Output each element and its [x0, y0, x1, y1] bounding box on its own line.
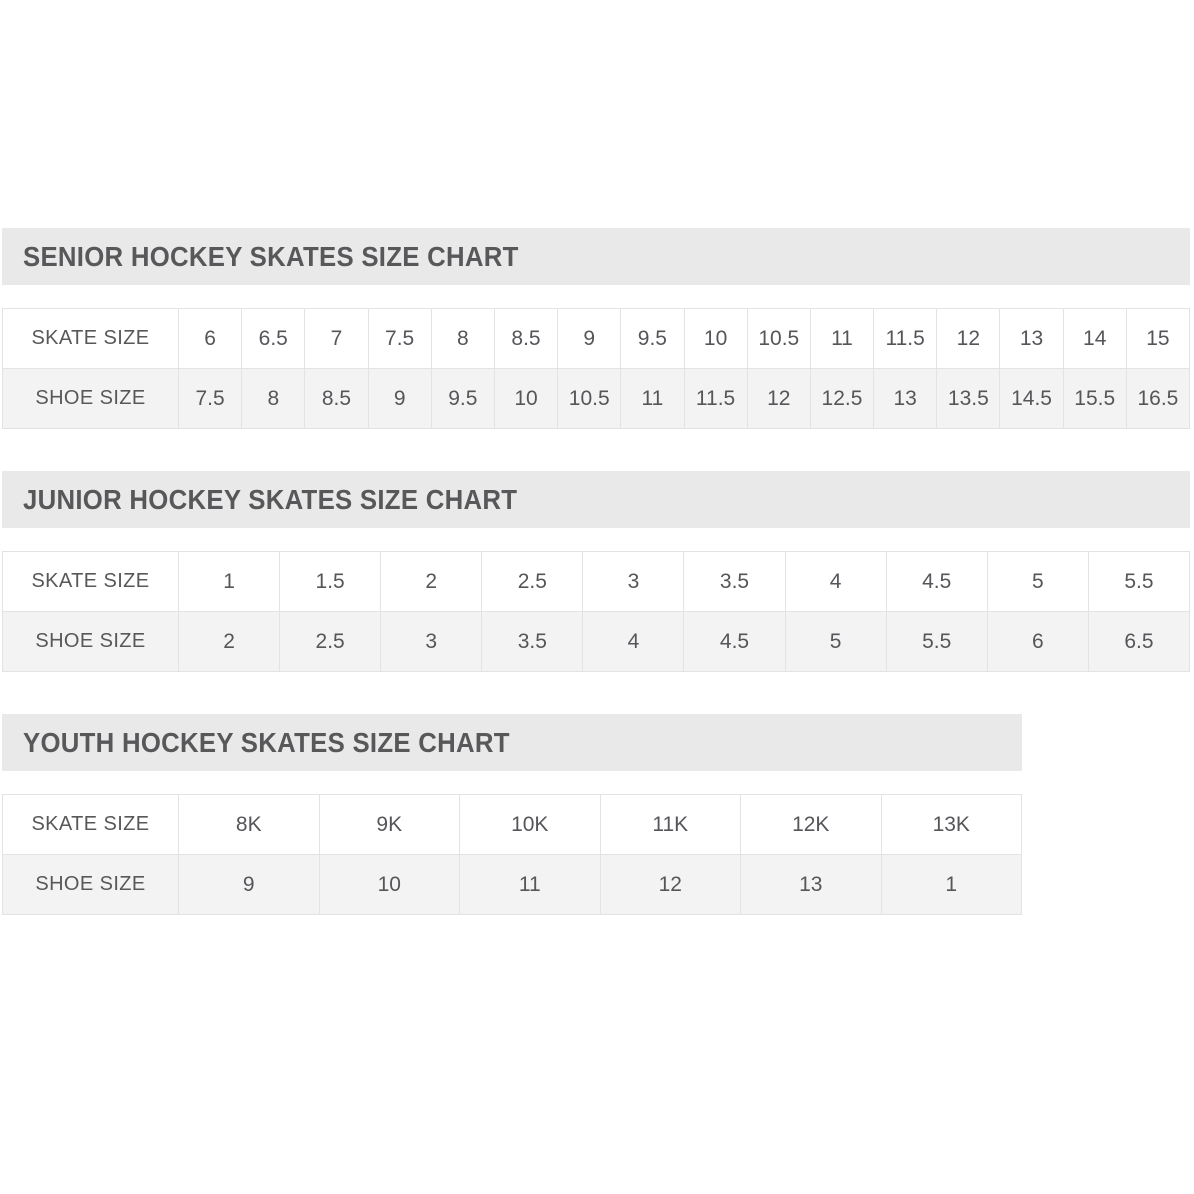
senior-shoe-size-row: SHOE SIZE 7.5 8 8.5 9 9.5 10 10.5 11 11.5 12 12.5 13… — [2, 368, 1191, 429]
senior-size-cell: 16.5 — [1125, 368, 1191, 429]
senior-size-cell: 7.5 — [367, 308, 432, 369]
youth-size-chart-section: YOUTH HOCKEY SKATES SIZE CHART SKATE SIZ… — [2, 714, 1194, 915]
senior-size-cell: 11.5 — [683, 368, 748, 429]
junior-size-cell: 3 — [380, 611, 483, 672]
senior-size-table: SKATE SIZE 6 6.5 7 7.5 8 8.5 9 9.5 10 10.5 11 11.5 12… — [2, 308, 1191, 429]
youth-skate-size-row: SKATE SIZE 8K 9K 10K 11K 12K 13K — [2, 794, 1022, 855]
youth-size-cell: 12 — [599, 854, 741, 915]
youth-size-cell: 13 — [740, 854, 882, 915]
senior-size-cell: 15 — [1125, 308, 1191, 369]
senior-row-label: SKATE SIZE — [2, 308, 179, 369]
junior-chart-title: JUNIOR HOCKEY SKATES SIZE CHART — [23, 483, 518, 515]
senior-skate-size-row: SKATE SIZE 6 6.5 7 7.5 8 8.5 9 9.5 10 10.5 11 11.5 12… — [2, 308, 1191, 369]
junior-size-cell: 5.5 — [885, 611, 988, 672]
youth-row-label: SHOE SIZE — [2, 854, 179, 915]
senior-size-cell: 11 — [620, 368, 685, 429]
youth-size-cell: 1 — [880, 854, 1022, 915]
youth-size-cell: 10K — [459, 794, 601, 855]
junior-size-cell: 4.5 — [885, 551, 988, 612]
junior-shoe-size-row: SHOE SIZE 2 2.5 3 3.5 4 4.5 5 5.5 6 6.5 — [2, 611, 1191, 672]
junior-size-chart-section: JUNIOR HOCKEY SKATES SIZE CHART SKATE SI… — [2, 471, 1194, 672]
senior-size-cell: 14 — [1062, 308, 1127, 369]
youth-size-cell: 10 — [318, 854, 460, 915]
youth-size-cell: 9K — [318, 794, 460, 855]
junior-size-cell: 4 — [784, 551, 887, 612]
senior-size-cell: 12 — [746, 368, 811, 429]
senior-size-cell: 14.5 — [999, 368, 1064, 429]
junior-size-cell: 3.5 — [481, 611, 584, 672]
senior-size-cell: 9 — [557, 308, 622, 369]
senior-size-cell: 9.5 — [430, 368, 495, 429]
senior-size-cell: 6 — [177, 308, 243, 369]
senior-size-cell: 7.5 — [177, 368, 243, 429]
senior-size-cell: 9.5 — [620, 308, 685, 369]
senior-size-cell: 13 — [999, 308, 1064, 369]
junior-size-cell: 6.5 — [1087, 611, 1191, 672]
senior-size-cell: 15.5 — [1062, 368, 1127, 429]
senior-size-cell: 8.5 — [493, 308, 559, 369]
youth-size-cell: 11 — [459, 854, 601, 915]
senior-chart-title-band: SENIOR HOCKEY SKATES SIZE CHART — [2, 228, 1190, 285]
junior-chart-title-band: JUNIOR HOCKEY SKATES SIZE CHART — [2, 471, 1190, 528]
youth-size-cell: 8K — [178, 794, 320, 855]
size-chart-page: SENIOR HOCKEY SKATES SIZE CHART SKATE SI… — [2, 228, 1194, 915]
junior-size-table: SKATE SIZE 1 1.5 2 2.5 3 3.5 4 4.5 5 5.5 SHOE SIZE 2… — [2, 551, 1191, 672]
junior-size-cell: 5 — [784, 611, 887, 672]
junior-size-cell: 5.5 — [1087, 551, 1191, 612]
senior-size-cell: 8 — [430, 308, 495, 369]
junior-size-cell: 5 — [986, 551, 1089, 612]
youth-shoe-size-row: SHOE SIZE 9 10 11 12 13 1 — [2, 854, 1022, 915]
youth-size-cell: 11K — [599, 794, 741, 855]
youth-chart-title-band: YOUTH HOCKEY SKATES SIZE CHART — [2, 714, 1022, 771]
youth-size-table: SKATE SIZE 8K 9K 10K 11K 12K 13K SHOE SIZE 9 10 11… — [2, 794, 1022, 915]
senior-row-label: SHOE SIZE — [2, 368, 179, 429]
junior-size-cell: 2.5 — [481, 551, 584, 612]
junior-size-cell: 4 — [582, 611, 685, 672]
junior-size-cell: 1 — [177, 551, 281, 612]
senior-size-cell: 12.5 — [809, 368, 875, 429]
junior-size-cell: 3 — [582, 551, 685, 612]
senior-size-cell: 11.5 — [873, 308, 938, 369]
junior-size-cell: 2 — [177, 611, 281, 672]
senior-size-cell: 12 — [936, 308, 1001, 369]
junior-row-label: SKATE SIZE — [2, 551, 179, 612]
senior-size-cell: 10.5 — [557, 368, 622, 429]
senior-size-cell: 13.5 — [936, 368, 1001, 429]
senior-size-chart-section: SENIOR HOCKEY SKATES SIZE CHART SKATE SI… — [2, 228, 1194, 429]
senior-size-cell: 10.5 — [746, 308, 811, 369]
senior-size-cell: 10 — [493, 368, 559, 429]
senior-chart-title: SENIOR HOCKEY SKATES SIZE CHART — [23, 240, 519, 272]
junior-size-cell: 2 — [380, 551, 483, 612]
senior-size-cell: 6.5 — [241, 308, 306, 369]
senior-size-cell: 8.5 — [304, 368, 369, 429]
senior-size-cell: 11 — [809, 308, 875, 369]
senior-size-cell: 13 — [873, 368, 938, 429]
youth-size-cell: 12K — [740, 794, 882, 855]
senior-size-cell: 10 — [683, 308, 748, 369]
youth-size-cell: 9 — [178, 854, 320, 915]
youth-row-label: SKATE SIZE — [2, 794, 179, 855]
junior-skate-size-row: SKATE SIZE 1 1.5 2 2.5 3 3.5 4 4.5 5 5.5 — [2, 551, 1191, 612]
youth-chart-title: YOUTH HOCKEY SKATES SIZE CHART — [23, 726, 510, 758]
senior-size-cell: 7 — [304, 308, 369, 369]
junior-size-cell: 1.5 — [279, 551, 382, 612]
junior-size-cell: 2.5 — [279, 611, 382, 672]
senior-size-cell: 8 — [241, 368, 306, 429]
senior-size-cell: 9 — [367, 368, 432, 429]
junior-size-cell: 4.5 — [683, 611, 786, 672]
youth-size-cell: 13K — [880, 794, 1022, 855]
junior-row-label: SHOE SIZE — [2, 611, 179, 672]
junior-size-cell: 6 — [986, 611, 1089, 672]
junior-size-cell: 3.5 — [683, 551, 786, 612]
